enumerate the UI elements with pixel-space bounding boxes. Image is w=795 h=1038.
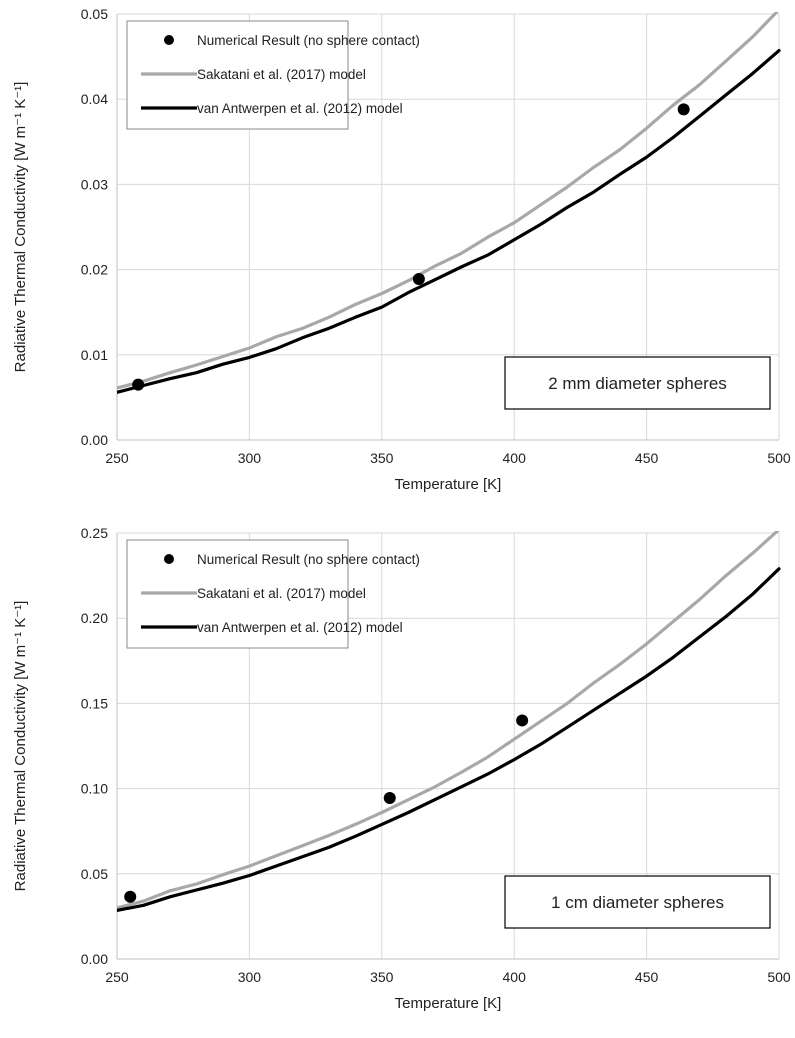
legend: Numerical Result (no sphere contact) Saka… (126, 20, 420, 130)
y-axis-title: Radiative Thermal Conductivity [W m⁻¹ K⁻… (12, 82, 29, 373)
x-tick-label: 250 (105, 450, 129, 466)
chart-1cm-spheres: 250 300 350 400 450 500 0.00 0.05 0.10 0.15 0.20 0.… (0, 519, 795, 1038)
annotation: 1 cm diameter spheres (504, 875, 771, 929)
numerical-result-point (132, 378, 145, 391)
legend: Numerical Result (no sphere contact) Saka… (126, 539, 420, 649)
y-tick-label: 0.20 (81, 610, 108, 626)
annotation-box (504, 356, 771, 410)
y-tick-label: 0.05 (81, 866, 108, 882)
y-tick-label: 0.03 (81, 176, 108, 192)
y-axis-title: Radiative Thermal Conductivity [W m⁻¹ K⁻… (12, 601, 29, 892)
legend-label: Sakatani et al. (2017) model (197, 586, 366, 601)
annotation-label: 1 cm diameter spheres (551, 893, 724, 912)
van-antwerpen-model-line (117, 567, 781, 912)
chart-2mm-spheres: 250 300 350 400 450 500 0.00 0.01 0.02 0.03 0.04 0.… (12, 6, 791, 493)
x-tick-label: 250 (105, 969, 129, 985)
x-tick-label: 300 (238, 450, 262, 466)
numerical-result-point (516, 714, 529, 727)
y-tick-label: 0.05 (81, 6, 108, 22)
x-tick-label: 500 (767, 450, 791, 466)
numerical-result-point (124, 890, 137, 903)
x-tick-label: 450 (635, 450, 659, 466)
y-tick-label: 0.04 (81, 91, 108, 107)
numerical-result-point (383, 791, 396, 804)
y-tick-label: 0.15 (81, 695, 108, 711)
y-tick-label: 0.25 (81, 525, 108, 541)
y-tick-label: 0.01 (81, 347, 108, 363)
data-series (117, 12, 781, 394)
legend-label: Numerical Result (no sphere contact) (197, 33, 420, 48)
annotation-label: 2 mm diameter spheres (548, 374, 727, 393)
x-tick-label: 350 (370, 969, 394, 985)
legend-label: Sakatani et al. (2017) model (197, 67, 366, 82)
van-antwerpen-model-line (117, 48, 781, 394)
legend-marker-numerical (164, 35, 174, 45)
x-tick-label: 400 (503, 450, 527, 466)
data-series (117, 531, 781, 912)
x-axis-title: Temperature [K] (395, 995, 502, 1012)
annotation: 2 mm diameter spheres (504, 356, 771, 410)
y-tick-label: 0.00 (81, 432, 108, 448)
x-axis-title: Temperature [K] (395, 476, 502, 493)
legend-label: Numerical Result (no sphere contact) (197, 552, 420, 567)
legend-label: van Antwerpen et al. (2012) model (197, 101, 403, 116)
numerical-result-point (412, 272, 425, 285)
chart-1cm-canvas: 250 300 350 400 450 500 0.00 0.05 0.10 0.15 0.20 0.… (12, 525, 791, 1012)
x-tick-label: 500 (767, 969, 791, 985)
sakatani-model-line (117, 531, 780, 910)
x-tick-label: 350 (370, 450, 394, 466)
y-tick-label: 0.02 (81, 262, 108, 278)
x-tick-label: 300 (238, 969, 262, 985)
legend-label: van Antwerpen et al. (2012) model (197, 620, 403, 635)
sakatani-model-line (117, 12, 779, 390)
x-tick-label: 400 (503, 969, 527, 985)
annotation-box (504, 875, 771, 929)
chart-2mm-canvas: 250 300 350 400 450 500 0.00 0.01 0.02 0.03 0.04 0.… (12, 6, 791, 493)
x-tick-label: 450 (635, 969, 659, 985)
gridlines (117, 532, 780, 959)
numerical-result-point (677, 103, 690, 116)
y-tick-label: 0.00 (81, 951, 108, 967)
legend-marker-numerical (164, 554, 174, 564)
y-tick-label: 0.10 (81, 781, 108, 797)
